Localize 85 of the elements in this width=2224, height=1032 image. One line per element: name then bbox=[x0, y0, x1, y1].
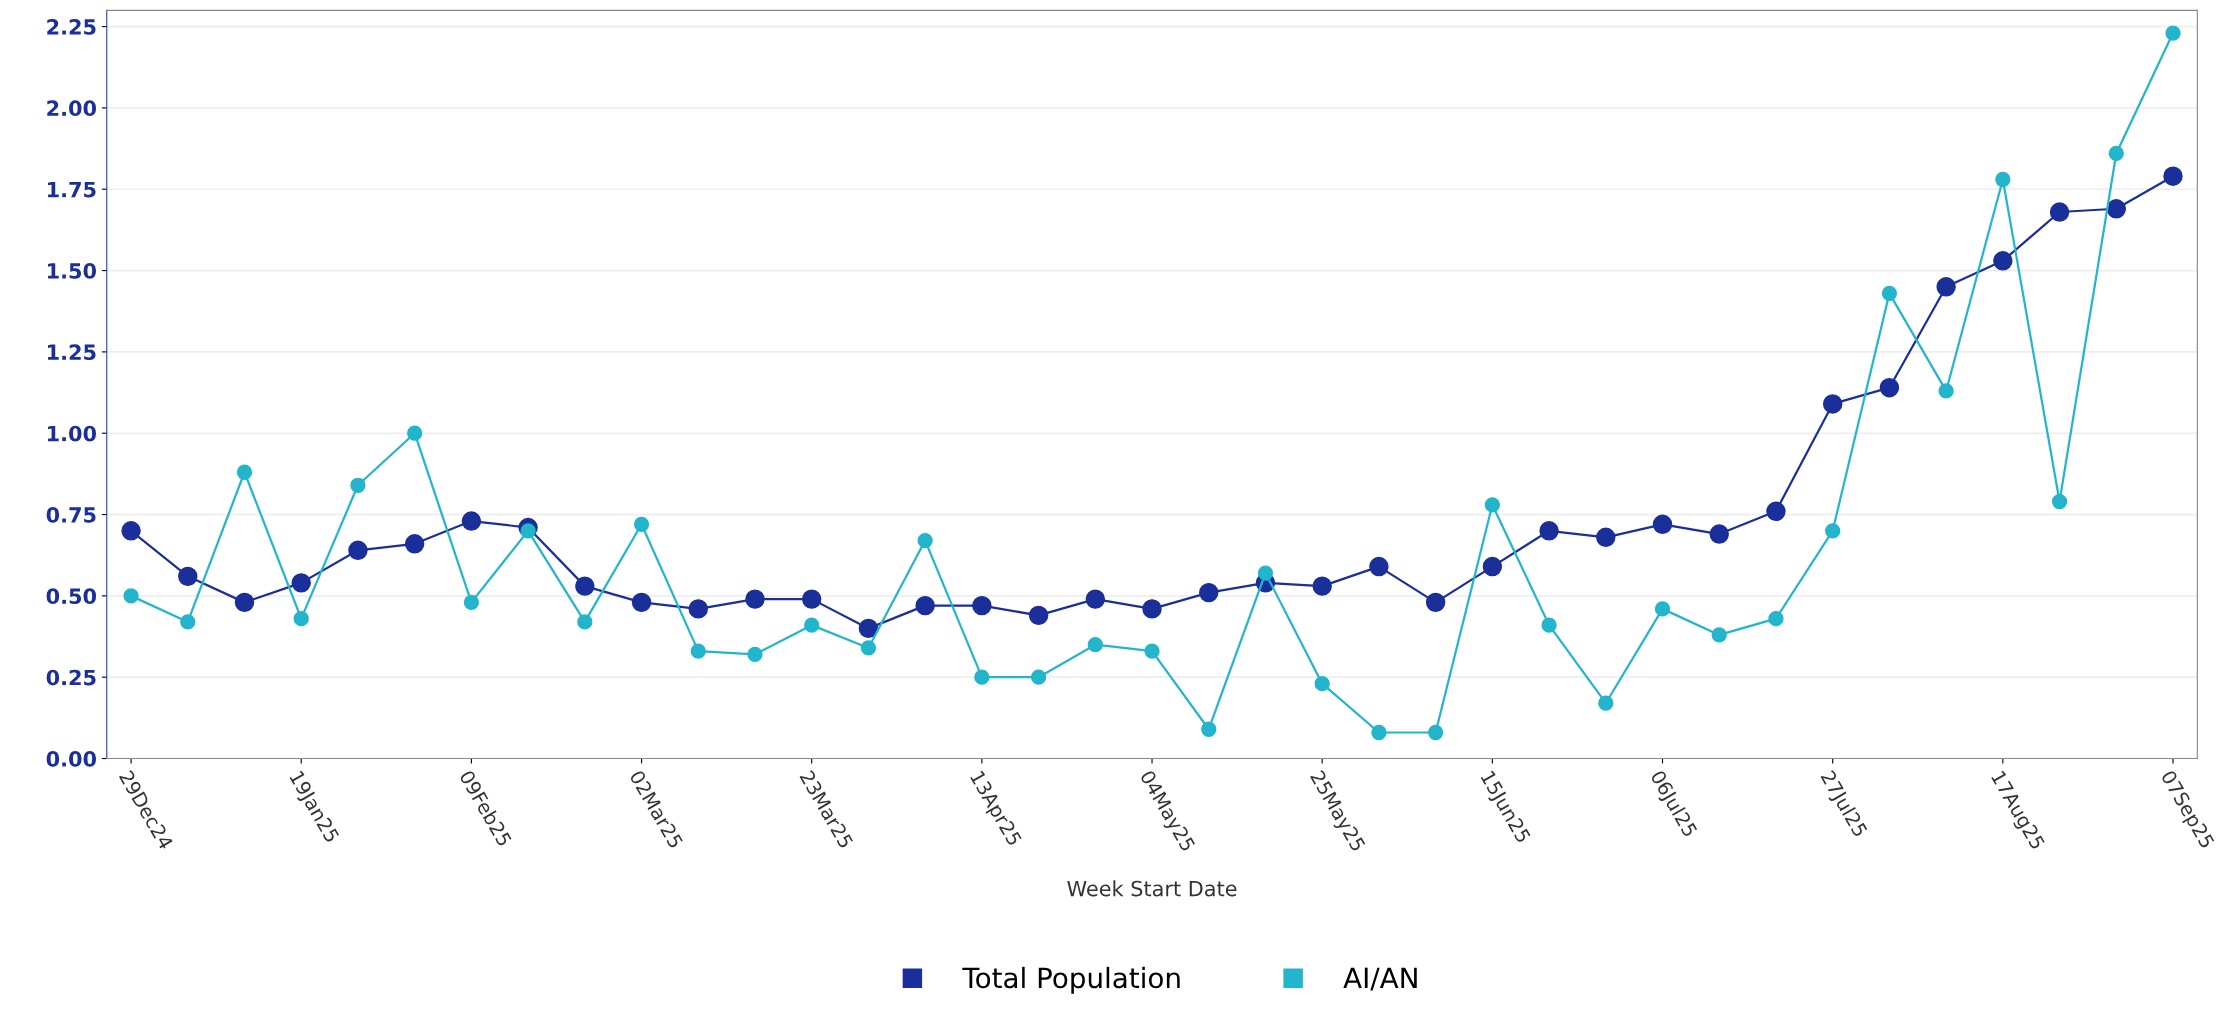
legend-label: AI/AN bbox=[1343, 967, 1417, 991]
point bbox=[745, 589, 765, 609]
point bbox=[2163, 166, 2183, 186]
point bbox=[1822, 394, 1843, 414]
point bbox=[1881, 285, 1898, 301]
point bbox=[1312, 576, 1332, 596]
point bbox=[1995, 171, 2011, 188]
point bbox=[121, 521, 141, 541]
y-tick-label: 0.50 bbox=[46, 588, 97, 605]
point bbox=[804, 617, 820, 633]
y-tick-label: 0.75 bbox=[46, 506, 96, 523]
point bbox=[1993, 251, 2013, 271]
point bbox=[348, 540, 368, 561]
point bbox=[1766, 501, 1786, 522]
point bbox=[463, 594, 480, 611]
point bbox=[2051, 493, 2068, 510]
point bbox=[1085, 589, 1106, 609]
point bbox=[1711, 627, 1727, 643]
y-tick-label: 1.75 bbox=[47, 181, 96, 198]
point bbox=[575, 576, 595, 596]
point bbox=[1652, 514, 1673, 535]
point bbox=[577, 614, 593, 630]
point bbox=[801, 589, 822, 609]
point bbox=[974, 669, 990, 685]
point bbox=[236, 464, 253, 480]
point bbox=[1425, 592, 1446, 613]
point bbox=[180, 614, 196, 630]
legend-label: Total Population bbox=[962, 966, 1180, 994]
y-tick-label: 2.25 bbox=[47, 19, 96, 35]
point bbox=[1709, 524, 1729, 544]
point bbox=[1028, 605, 1049, 626]
point bbox=[688, 599, 708, 619]
point bbox=[1371, 724, 1387, 741]
point bbox=[1484, 497, 1501, 513]
y-tick-label: 1.50 bbox=[47, 263, 97, 279]
point bbox=[1201, 721, 1217, 737]
point bbox=[1144, 643, 1160, 659]
point bbox=[860, 640, 877, 656]
point bbox=[1142, 599, 1162, 619]
point bbox=[1369, 556, 1389, 577]
point bbox=[461, 511, 482, 531]
y-tick-label: 0.25 bbox=[46, 669, 96, 686]
point bbox=[291, 573, 311, 593]
point bbox=[1938, 383, 1954, 399]
point bbox=[1427, 724, 1444, 741]
point bbox=[234, 592, 255, 613]
point bbox=[1087, 637, 1103, 653]
point bbox=[917, 532, 933, 549]
point bbox=[2106, 199, 2127, 219]
point bbox=[690, 643, 706, 659]
point bbox=[1768, 610, 1784, 627]
point bbox=[520, 523, 536, 539]
point bbox=[858, 618, 879, 639]
point bbox=[747, 646, 763, 663]
point bbox=[407, 425, 423, 441]
point bbox=[972, 595, 992, 616]
point bbox=[2165, 25, 2181, 41]
point bbox=[123, 588, 139, 604]
point bbox=[1654, 601, 1671, 617]
y-tick-label: 1.25 bbox=[47, 344, 96, 361]
point bbox=[1936, 277, 1956, 297]
point bbox=[178, 566, 198, 587]
point bbox=[293, 610, 309, 627]
point bbox=[1199, 582, 1219, 603]
point bbox=[1596, 527, 1616, 548]
point bbox=[1482, 556, 1503, 577]
point bbox=[1314, 676, 1330, 692]
y-tick-label: 0.00 bbox=[46, 750, 97, 767]
point bbox=[1879, 377, 1900, 398]
point bbox=[350, 477, 366, 493]
point bbox=[404, 534, 425, 554]
point bbox=[915, 595, 935, 616]
point bbox=[2108, 145, 2124, 162]
point bbox=[1541, 617, 1557, 633]
point bbox=[631, 592, 652, 613]
point bbox=[1030, 669, 1047, 685]
point bbox=[1257, 565, 1274, 581]
point bbox=[2049, 202, 2070, 222]
y-tick-label: 2.00 bbox=[47, 100, 97, 117]
point bbox=[1825, 523, 1841, 539]
point bbox=[1539, 521, 1559, 541]
point bbox=[1598, 695, 1614, 711]
x-axis-title: Week Start Date bbox=[1067, 880, 1237, 897]
y-tick-label: 1.00 bbox=[47, 425, 97, 442]
point bbox=[633, 516, 650, 532]
